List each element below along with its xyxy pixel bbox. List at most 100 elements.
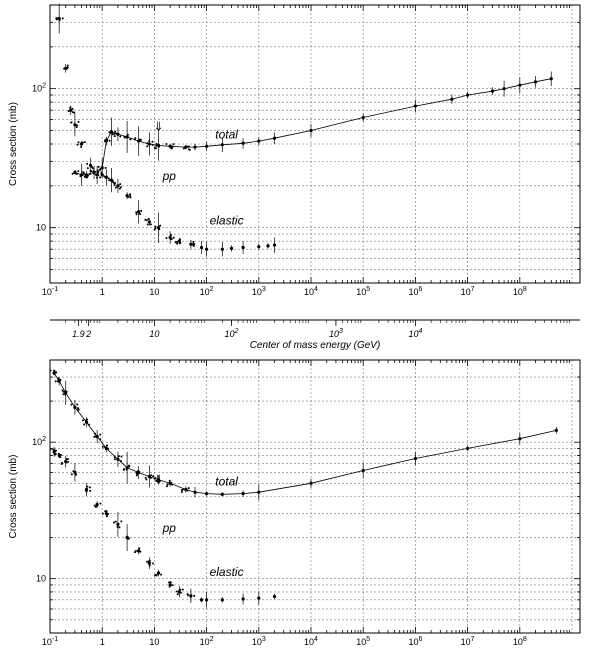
total-data-point <box>84 175 87 178</box>
elastic-data-point <box>65 67 68 70</box>
x-tick-label: 104 <box>304 636 318 647</box>
elastic-data-point <box>257 245 261 249</box>
total-data-point <box>170 481 173 484</box>
elastic-data-point <box>86 162 89 165</box>
total-data-point <box>97 165 100 168</box>
elastic-data-point <box>145 219 148 222</box>
elastic-data-point <box>169 583 172 586</box>
total-data-point <box>56 380 59 383</box>
x-tick-label: 108 <box>513 286 527 297</box>
elastic-data-point <box>104 511 108 516</box>
elastic-data-point <box>73 123 77 127</box>
x-tick-label: 103 <box>252 286 266 297</box>
elastic-data-point <box>192 240 195 243</box>
elastic-data-point <box>179 591 182 594</box>
pp-label: pp <box>162 521 177 535</box>
total-data-point <box>86 176 89 179</box>
secondary-tick-label: 2 <box>85 329 91 339</box>
x-tick-label: 10-1 <box>42 636 58 647</box>
total-data-point <box>158 145 161 148</box>
total-data-point <box>84 420 89 424</box>
y-axis-title: Cross section (mb) <box>8 455 19 539</box>
x-tick-label: 108 <box>513 636 527 647</box>
total-data-point <box>166 483 169 486</box>
elastic-data-point <box>58 19 61 22</box>
total-data-point <box>79 175 82 178</box>
elastic-data-point <box>119 183 122 186</box>
elastic-data-point <box>92 167 95 170</box>
total-data-point <box>220 492 224 496</box>
total-data-point <box>88 173 91 176</box>
total-data-point <box>187 487 190 490</box>
elastic-data-point <box>55 449 58 452</box>
total-data-point <box>168 144 172 148</box>
total-data-point <box>155 144 158 147</box>
elastic-data-point <box>105 510 108 513</box>
elastic-data-point <box>189 595 192 598</box>
elastic-data-point <box>84 489 87 492</box>
total-data-point <box>135 471 138 474</box>
total-data-point <box>146 145 149 148</box>
elastic-data-point <box>59 454 62 457</box>
total-data-point <box>107 447 110 450</box>
total-data-point <box>137 470 140 473</box>
total-data-point <box>92 170 95 173</box>
total-data-point <box>88 423 91 426</box>
elastic-data-point <box>77 120 80 123</box>
total-data-point <box>73 405 77 409</box>
total-data-point <box>77 408 80 411</box>
elastic-data-point <box>118 526 121 529</box>
total-data-point <box>147 142 151 146</box>
total-data-point <box>115 132 118 135</box>
total-data-point <box>99 167 102 170</box>
elastic-data-point <box>175 590 178 593</box>
total-data-point <box>533 80 538 84</box>
x-axis-title: Center of mass energy (GeV) <box>250 340 381 351</box>
total-data-point <box>122 468 125 471</box>
elastic-data-point <box>192 244 195 247</box>
elastic-data-point <box>108 179 111 182</box>
elastic-data-point <box>148 559 151 562</box>
total-data-point <box>126 133 129 136</box>
y-tick-label: 10 <box>36 223 46 233</box>
elastic-data-point <box>72 470 75 473</box>
total-data-point <box>49 369 52 372</box>
y-tick-label: 102 <box>32 83 46 94</box>
total-data-point <box>157 479 160 482</box>
elastic-data-point <box>241 597 245 601</box>
elastic-data-point <box>160 573 163 576</box>
elastic-data-point <box>199 598 204 602</box>
elastic-data-point <box>75 126 78 129</box>
total-data-point <box>57 377 60 380</box>
total-data-point <box>165 485 168 488</box>
elastic-data-point <box>59 456 62 459</box>
total-data-point <box>309 481 313 485</box>
elastic-data-point <box>165 237 168 240</box>
x-tick-label: 106 <box>408 636 422 647</box>
total-data-point <box>205 144 209 148</box>
total-data-point <box>119 135 122 138</box>
elastic-data-point <box>169 234 172 237</box>
total-data-point <box>113 456 116 459</box>
total-data-point <box>85 419 88 422</box>
total-data-point <box>99 438 102 441</box>
total-data-point <box>74 170 77 173</box>
total-data-point <box>165 142 168 145</box>
total-fit-curve <box>53 372 557 495</box>
total-data-point <box>81 173 84 176</box>
total-data-point <box>182 147 185 150</box>
elastic-data-point <box>120 520 123 523</box>
total-data-point <box>554 428 558 432</box>
secondary-tick-label: 103 <box>329 328 343 339</box>
elastic-label: elastic <box>210 214 244 228</box>
total-data-point <box>172 143 175 146</box>
elastic-data-point <box>229 246 234 250</box>
elastic-data-point <box>116 525 119 528</box>
secondary-tick-label: 1.9 <box>72 329 85 339</box>
total-data-point <box>154 477 157 480</box>
total-data-point <box>71 172 74 175</box>
total-data-point <box>116 457 120 461</box>
total-data-point <box>138 138 141 141</box>
elastic-data-point <box>147 560 150 563</box>
